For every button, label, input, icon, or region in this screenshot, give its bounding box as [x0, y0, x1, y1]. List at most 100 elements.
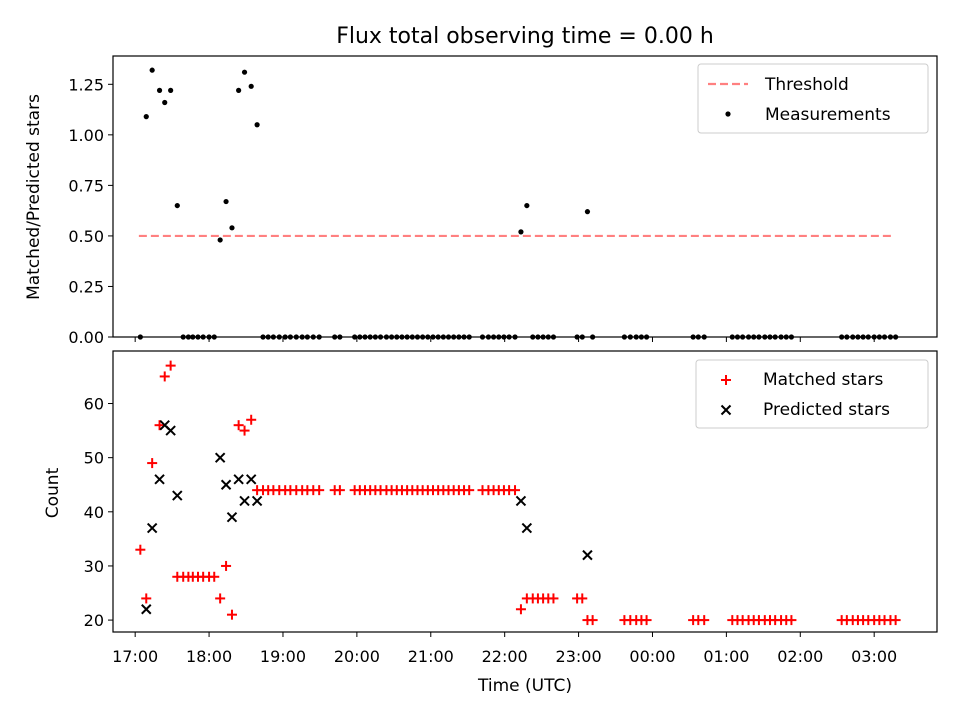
matched-star-marker [314, 485, 325, 496]
bottom-plot-marks [135, 360, 901, 626]
matched-star-marker [699, 615, 710, 626]
predicted-star-marker [251, 495, 263, 507]
measurement-point [217, 237, 223, 243]
predicted-star-marker [141, 604, 152, 615]
matched-star-marker [464, 485, 475, 496]
matched-star-marker [154, 420, 165, 431]
predicted-star-marker [154, 474, 165, 485]
marker-stroke [521, 522, 533, 534]
measurement-point [143, 114, 149, 120]
matched-star-marker [135, 544, 146, 555]
matched-star-marker [786, 615, 797, 626]
top-legend: Threshold Measurements [697, 63, 929, 134]
matched-star-marker [215, 593, 226, 604]
bottom-axes-frame [112, 350, 938, 633]
matched-star-marker [548, 593, 559, 604]
measurement-point [223, 198, 229, 205]
matched-star-marker [221, 560, 232, 571]
marker-stroke [214, 452, 226, 463]
marker-stroke [515, 495, 527, 507]
bottom-xtick-label: 21:00 [408, 647, 454, 666]
legend-matched-swatch [721, 375, 731, 385]
top-ytick-label: 0.00 [68, 328, 104, 347]
bottom-legend: Matched stars Predicted stars [695, 359, 929, 429]
legends: Threshold Measurements Matched stars Predic… [695, 63, 929, 429]
legend-measurement-swatch [725, 111, 731, 117]
top-ytick-label: 0.50 [68, 227, 104, 246]
legend-matched-label: Matched stars [763, 370, 883, 390]
matched-star-marker [334, 485, 345, 496]
matched-star-marker [159, 371, 170, 382]
measurement-point [524, 202, 530, 209]
measurement-point [162, 99, 168, 106]
marker-stroke [720, 404, 732, 416]
bottom-ytick-label: 20 [84, 611, 104, 630]
bottom-x-axis-label: Time (UTC) [477, 676, 572, 696]
bottom-xtick-label: 22:00 [482, 647, 528, 666]
bottom-ytick-label: 30 [84, 557, 104, 576]
matched-star-marker [226, 609, 237, 620]
legend-threshold-label: Threshold [764, 75, 849, 95]
measurement-point [584, 209, 591, 215]
marker-stroke [154, 474, 165, 485]
matched-star-marker [239, 425, 250, 436]
predicted-star-marker [582, 549, 593, 561]
marker-stroke [251, 495, 263, 507]
matched-star-marker [246, 414, 257, 425]
matched-star-marker [641, 615, 652, 626]
bottom-xtick-label: 19:00 [260, 647, 306, 666]
marker-stroke [245, 474, 257, 485]
bottom-xtick-label: 02:00 [777, 647, 823, 666]
matched-star-marker [233, 420, 244, 431]
marker-stroke [226, 512, 238, 523]
top-axes-frame [112, 55, 938, 338]
predicted-star-marker [214, 452, 226, 463]
predicted-star-marker [245, 474, 257, 485]
measurement-point [254, 122, 260, 128]
matched-star-marker [890, 615, 901, 626]
matched-star-marker [577, 593, 588, 604]
predicted-star-marker [515, 495, 527, 507]
legend-measurement-label: Measurements [765, 105, 891, 125]
matched-star-marker [515, 604, 526, 615]
bottom-y-axis-label: Count [43, 467, 63, 518]
measurement-point [168, 87, 174, 93]
legend-box [697, 63, 929, 134]
bottom-ytick-label: 60 [84, 395, 104, 414]
top-ytick-label: 0.75 [68, 176, 104, 195]
measurement-point [149, 67, 155, 73]
predicted-star-marker [146, 522, 158, 534]
marker-stroke [239, 495, 250, 507]
predicted-star-marker [233, 474, 244, 485]
measurement-point [236, 87, 242, 93]
matched-star-marker [147, 458, 158, 469]
bottom-ytick-label: 50 [84, 449, 104, 468]
matched-star-marker [587, 615, 598, 626]
measurement-point [248, 83, 254, 89]
top-ytick-label: 1.25 [68, 75, 104, 94]
matched-star-marker [510, 485, 521, 496]
bottom-xtick-label: 01:00 [703, 647, 749, 666]
predicted-star-marker [220, 479, 232, 490]
predicted-star-marker [239, 495, 250, 507]
predicted-star-marker [226, 512, 238, 523]
bottom-xtick-label: 17:00 [112, 647, 158, 666]
top-ytick-label: 1.00 [68, 126, 104, 145]
top-y-axis-label: Matched/Predicted stars [24, 94, 44, 300]
bottom-ytick-label: 40 [84, 503, 104, 522]
legend-predicted-swatch [720, 404, 732, 416]
top-ytick-label: 0.25 [68, 277, 104, 296]
matched-star-marker [141, 593, 152, 604]
axes-frames: 0.00 0.25 0.50 0.75 1.00 1.25 20 30 40 50 60 17:00 1… [68, 55, 938, 666]
bottom-xtick-label: 20:00 [334, 647, 380, 666]
marker-stroke [159, 419, 170, 431]
predicted-star-marker [172, 490, 183, 501]
measurement-point [174, 202, 180, 209]
marker-stroke [233, 474, 244, 485]
measurement-point [229, 225, 235, 231]
marker-stroke [146, 522, 158, 534]
marker-stroke [582, 549, 593, 561]
marker-stroke [141, 604, 152, 615]
bottom-xtick-label: 18:00 [186, 647, 232, 666]
predicted-star-marker [521, 522, 533, 534]
